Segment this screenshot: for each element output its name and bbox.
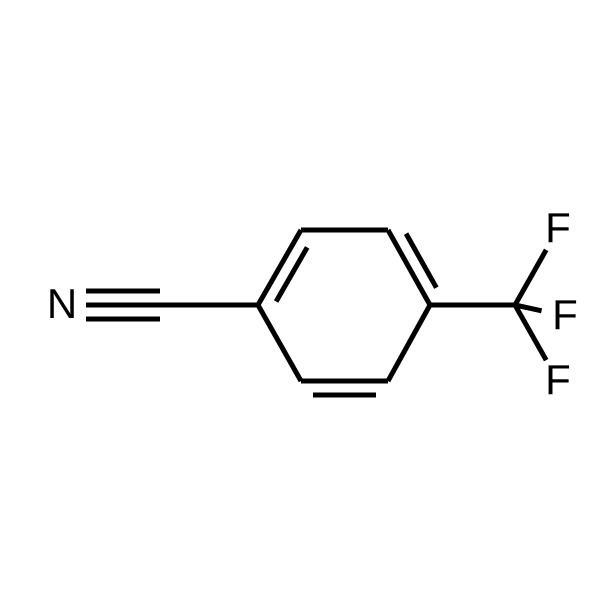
atom-label-f: F bbox=[545, 204, 571, 251]
atom-label-f: F bbox=[552, 291, 578, 338]
atom-label-n: N bbox=[47, 280, 77, 327]
molecule-diagram: NFFF bbox=[0, 0, 600, 600]
atom-label-f: F bbox=[545, 356, 571, 403]
